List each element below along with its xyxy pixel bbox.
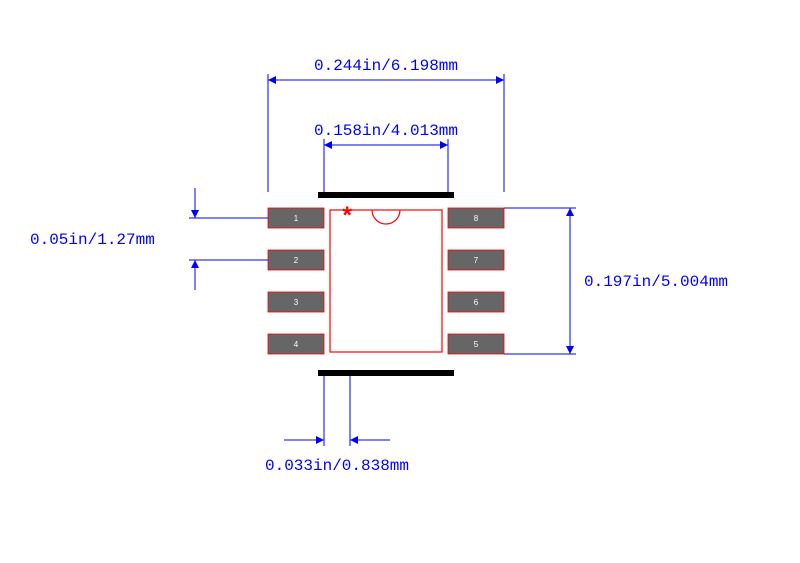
courtyard-bar-bottom — [318, 370, 454, 376]
pin1-notch — [372, 210, 400, 224]
courtyard-bar-top — [318, 192, 454, 198]
pad-8-label: 8 — [474, 214, 479, 223]
pad-6-label: 6 — [474, 298, 479, 307]
pad-4-label: 4 — [294, 340, 299, 349]
pad-5-label: 5 — [474, 340, 479, 349]
dim-pad-inset: 0.033in/0.838mm — [265, 457, 409, 475]
dim-width-overall: 0.244in/6.198mm — [314, 57, 458, 75]
pad-7-label: 7 — [474, 256, 479, 265]
pad-1-label: 1 — [294, 214, 299, 223]
dim-height: 0.197in/5.004mm — [584, 273, 728, 291]
pad-2-label: 2 — [294, 256, 299, 265]
dim-pad-pitch: 0.05in/1.27mm — [30, 231, 155, 249]
pad-3-label: 3 — [294, 298, 299, 307]
pin1-marker: * — [340, 205, 354, 232]
dim-width-inner: 0.158in/4.013mm — [314, 122, 458, 140]
